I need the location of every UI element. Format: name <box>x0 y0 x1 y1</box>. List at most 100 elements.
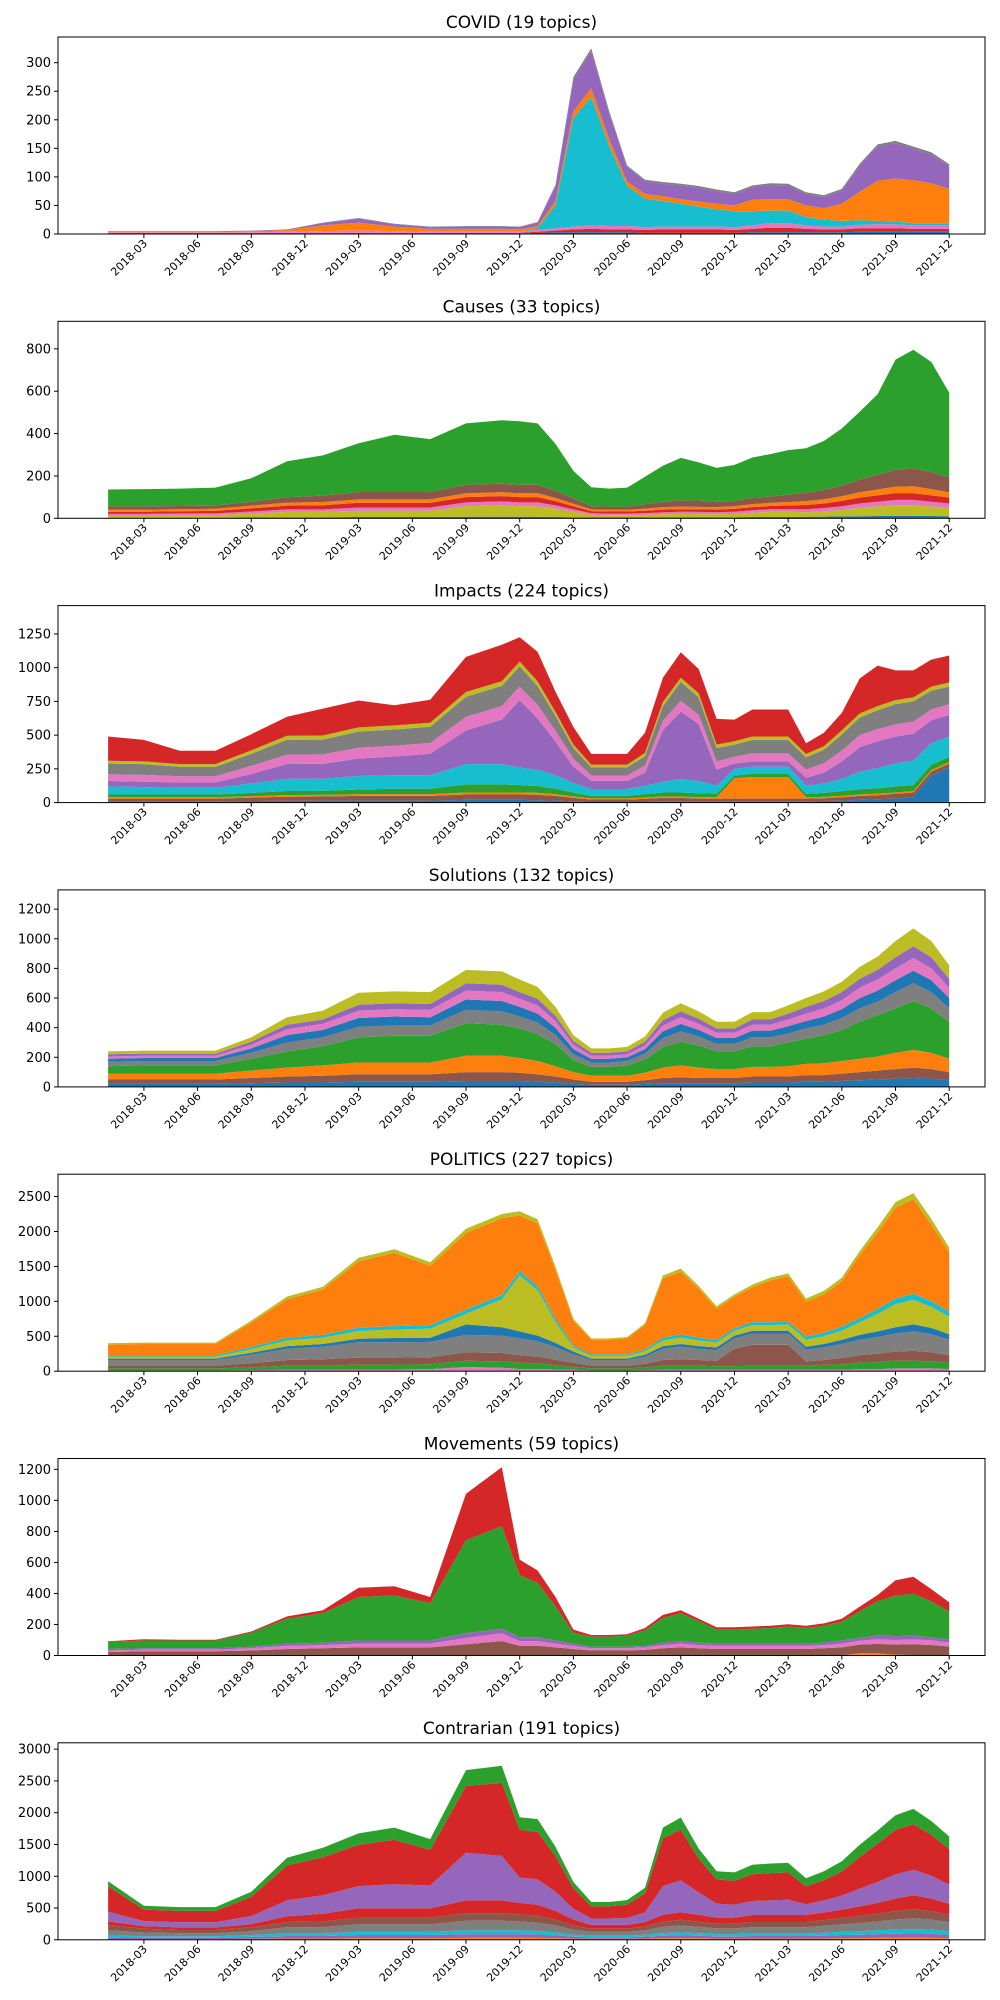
chart-title: COVID (19 topics) <box>446 13 597 33</box>
x-tick-label: 2020-06 <box>592 237 634 279</box>
x-tick-label: 2019-09 <box>430 806 472 848</box>
x-tick-label: 2021-06 <box>806 806 848 848</box>
x-tick-label: 2020-12 <box>699 1374 741 1416</box>
y-tick-label: 600 <box>26 385 51 400</box>
x-tick-label: 2021-03 <box>753 521 795 563</box>
x-tick-label: 2020-12 <box>699 521 741 563</box>
area-series-4 <box>108 486 950 512</box>
x-tick-label: 2018-09 <box>216 521 258 563</box>
y-tick-label: 200 <box>26 1051 51 1066</box>
y-tick-label: 0 <box>43 1933 51 1948</box>
x-tick-label: 2021-03 <box>753 1090 795 1132</box>
x-tick-label: 2018-06 <box>162 1090 204 1132</box>
x-tick-label: 2021-09 <box>860 1943 902 1985</box>
area-series-1 <box>108 1933 950 1940</box>
y-tick-label: 250 <box>26 762 51 777</box>
x-tick-label: 2019-06 <box>377 1090 419 1132</box>
x-tick-label: 2020-12 <box>699 1090 741 1132</box>
x-tick-label: 2018-12 <box>269 1090 311 1132</box>
area-series-4 <box>108 1909 950 1934</box>
x-tick-label: 2021-03 <box>753 1658 795 1700</box>
x-tick-label: 2018-09 <box>216 806 258 848</box>
x-tick-label: 2018-12 <box>269 806 311 848</box>
chart-panel-5: Movements (59 topics) 0 200 400 600 800 1000 12… <box>18 1435 986 1700</box>
chart-title: Movements (59 topics) <box>424 1435 619 1455</box>
x-tick-label: 2019-09 <box>430 1374 472 1416</box>
y-tick-label: 200 <box>26 1618 51 1633</box>
x-tick-label: 2020-12 <box>699 1658 741 1700</box>
x-tick-label: 2019-12 <box>484 806 526 848</box>
y-tick-label: 1500 <box>18 1260 51 1275</box>
x-tick-label: 2021-09 <box>860 1658 902 1700</box>
chart-title: Solutions (132 topics) <box>429 866 614 886</box>
y-tick-label: 500 <box>26 1330 51 1345</box>
x-tick-label: 2019-12 <box>484 521 526 563</box>
x-tick-label: 2018-12 <box>269 1374 311 1416</box>
x-tick-label: 2018-06 <box>162 521 204 563</box>
y-tick-label: 600 <box>26 992 51 1007</box>
x-tick-label: 2019-09 <box>430 1658 472 1700</box>
x-tick-label: 2020-09 <box>645 521 687 563</box>
x-tick-label: 2020-03 <box>538 1374 580 1416</box>
x-tick-label: 2020-06 <box>592 1374 634 1416</box>
x-tick-label: 2018-03 <box>108 237 150 279</box>
area-series-2 <box>108 499 950 516</box>
area-series-3 <box>108 1001 950 1076</box>
x-tick-label: 2020-06 <box>592 806 634 848</box>
y-tick-label: 0 <box>43 1649 51 1664</box>
area-series-7 <box>108 1199 950 1356</box>
axes-frame <box>57 1742 986 1941</box>
y-tick-label: 1200 <box>18 903 51 918</box>
area-series-5 <box>108 700 950 789</box>
y-tick-label: 1250 <box>18 627 51 642</box>
x-tick-label: 2021-09 <box>860 806 902 848</box>
chart-panel-1: Causes (33 topics) 0 200 400 600 800 2018-03 20… <box>26 297 986 563</box>
x-tick-label: 2019-03 <box>323 1374 365 1416</box>
x-tick-label: 2021-12 <box>914 1090 956 1132</box>
x-tick-label: 2019-12 <box>484 1658 526 1700</box>
y-tick-label: 0 <box>43 228 51 243</box>
x-tick-label: 2019-12 <box>484 1090 526 1132</box>
axes-frame <box>57 1458 986 1656</box>
x-tick-label: 2020-12 <box>699 806 741 848</box>
area-series-0 <box>108 515 950 519</box>
y-tick-label: 3000 <box>18 1743 51 1758</box>
y-tick-label: 300 <box>26 56 51 71</box>
area-series-2 <box>108 762 950 800</box>
x-tick-label: 2019-03 <box>323 237 365 279</box>
x-tick-label: 2021-06 <box>806 1943 848 1985</box>
area-series-6 <box>108 1852 950 1928</box>
x-tick-label: 2018-12 <box>269 521 311 563</box>
axes-frame <box>57 320 986 519</box>
area-series-1 <box>108 505 950 518</box>
chart-panel-0: COVID (19 topics) 0 50 100 150 200 250 300 2018-… <box>26 13 986 279</box>
x-tick-label: 2020-09 <box>645 1374 687 1416</box>
x-tick-label: 2020-09 <box>645 1090 687 1132</box>
x-tick-label: 2019-06 <box>377 806 419 848</box>
x-tick-label: 2018-12 <box>269 237 311 279</box>
y-tick-label: 1000 <box>18 1295 51 1310</box>
chart-title: POLITICS (227 topics) <box>430 1150 613 1170</box>
y-tick-label: 1000 <box>18 1494 51 1509</box>
y-tick-label: 1200 <box>18 1463 51 1478</box>
x-tick-label: 2018-06 <box>162 1374 204 1416</box>
area-series-1 <box>108 1360 950 1371</box>
chart-panel-4: POLITICS (227 topics) 0 500 1000 1500 2000 250… <box>18 1150 986 1416</box>
area-series-2 <box>108 1633 950 1653</box>
area-series-8 <box>108 928 950 1055</box>
area-series-1 <box>108 1641 950 1656</box>
x-tick-label: 2019-06 <box>377 1658 419 1700</box>
x-tick-label: 2021-12 <box>914 1374 956 1416</box>
x-tick-label: 2018-03 <box>108 1943 150 1985</box>
x-tick-label: 2021-09 <box>860 1090 902 1132</box>
y-tick-label: 800 <box>26 342 51 357</box>
y-tick-label: 500 <box>26 1902 51 1917</box>
y-tick-label: 800 <box>26 962 51 977</box>
x-tick-label: 2020-09 <box>645 1658 687 1700</box>
y-tick-label: 2500 <box>18 1190 51 1205</box>
area-series-4 <box>108 983 950 1067</box>
x-tick-label: 2019-12 <box>484 1374 526 1416</box>
y-tick-label: 150 <box>26 142 51 157</box>
y-tick-label: 0 <box>43 512 51 527</box>
y-tick-label: 400 <box>26 427 51 442</box>
